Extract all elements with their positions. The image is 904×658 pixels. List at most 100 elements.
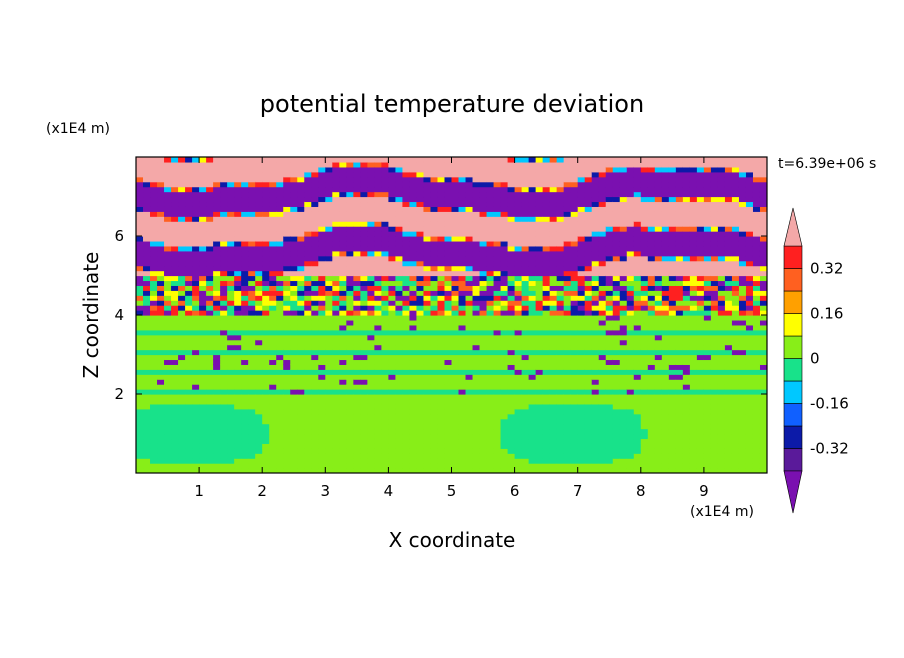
heatmap-cell: [549, 240, 558, 247]
heatmap-cell: [269, 191, 277, 198]
heatmap-cell: [178, 300, 186, 306]
heatmap-cell: [241, 250, 249, 257]
heatmap-cell: [402, 285, 411, 291]
heatmap-cell: [437, 285, 446, 291]
heatmap-cell: [647, 216, 656, 222]
heatmap-cell: [402, 221, 411, 227]
heatmap-cell: [332, 226, 340, 232]
heatmap-cell: [325, 265, 333, 272]
heatmap-cell: [591, 374, 600, 380]
heatmap-cell: [269, 236, 277, 242]
heatmap-cell: [150, 161, 158, 168]
heatmap-cell: [325, 359, 333, 365]
heatmap-cell: [605, 270, 614, 277]
heatmap-cell: [353, 394, 361, 400]
heatmap-cell: [213, 349, 221, 356]
heatmap-cell: [507, 468, 516, 473]
heatmap-cell: [563, 191, 572, 198]
heatmap-cell: [584, 176, 593, 183]
heatmap-cell: [304, 186, 312, 193]
heatmap-cell: [227, 433, 235, 440]
heatmap-cell: [633, 161, 642, 168]
heatmap-cell: [626, 344, 635, 351]
heatmap-cell: [423, 270, 432, 277]
heatmap-cell: [353, 413, 361, 420]
heatmap-cell: [570, 319, 579, 326]
heatmap-cell: [262, 384, 270, 390]
heatmap-cell: [486, 290, 495, 296]
heatmap-cell: [542, 201, 551, 207]
heatmap-cell: [633, 166, 642, 173]
heatmap-cell: [311, 305, 319, 311]
heatmap-cell: [360, 403, 368, 410]
heatmap-cell: [458, 403, 467, 410]
heatmap-cell: [290, 211, 298, 217]
heatmap-cell: [206, 240, 214, 247]
heatmap-cell: [360, 433, 368, 440]
heatmap-cell: [353, 403, 361, 410]
heatmap-cell: [227, 354, 235, 361]
heatmap-cell: [444, 166, 453, 173]
heatmap-cell: [234, 157, 242, 163]
heatmap-cell: [381, 206, 389, 212]
heatmap-cell: [416, 344, 425, 351]
heatmap-cell: [661, 334, 670, 341]
heatmap-cell: [199, 181, 207, 188]
heatmap-cell: [381, 413, 389, 420]
heatmap-cell: [304, 408, 312, 415]
heatmap-cell: [234, 315, 242, 321]
heatmap-cell: [269, 206, 277, 212]
heatmap-cell: [276, 310, 284, 316]
heatmap-cell: [388, 171, 397, 178]
heatmap-cell: [563, 374, 572, 380]
heatmap-cell: [227, 319, 235, 326]
heatmap-cell: [185, 344, 193, 351]
heatmap-cell: [556, 216, 565, 222]
heatmap-cell: [199, 448, 207, 454]
heatmap-cell: [500, 453, 509, 459]
heatmap-cell: [626, 280, 635, 286]
heatmap-cell: [234, 364, 242, 370]
heatmap-cell: [549, 226, 558, 232]
heatmap-cell: [626, 305, 635, 311]
heatmap-cell: [388, 428, 397, 435]
heatmap-cell: [556, 344, 565, 351]
heatmap-cell: [605, 236, 614, 242]
time-label: t=6.39e+06 s: [778, 156, 876, 172]
heatmap-cell: [577, 191, 586, 198]
heatmap-cell: [500, 369, 509, 375]
heatmap-cell: [374, 166, 382, 173]
heatmap-cell: [647, 240, 656, 247]
heatmap-cell: [304, 161, 312, 168]
heatmap-cell: [325, 171, 333, 178]
heatmap-cell: [654, 265, 663, 272]
heatmap-cell: [171, 157, 179, 163]
heatmap-cell: [192, 300, 200, 306]
heatmap-cell: [500, 334, 509, 341]
heatmap-cell: [192, 428, 200, 435]
heatmap-cell: [465, 290, 474, 296]
heatmap-cell: [150, 403, 158, 410]
heatmap-cell: [626, 443, 635, 449]
heatmap-cell: [353, 433, 361, 440]
heatmap-cell: [234, 275, 242, 282]
heatmap-cell: [241, 240, 249, 247]
heatmap-cell: [640, 458, 649, 464]
heatmap-cell: [507, 300, 516, 306]
heatmap-cell: [192, 186, 200, 193]
heatmap-cell: [668, 226, 677, 232]
heatmap-cell: [542, 324, 551, 331]
heatmap-cell: [444, 157, 453, 163]
heatmap-cell: [542, 275, 551, 282]
heatmap-cell: [339, 186, 347, 193]
heatmap-cell: [318, 433, 326, 440]
heatmap-cell: [605, 423, 614, 430]
heatmap-cell: [402, 305, 411, 311]
heatmap-cell: [213, 408, 221, 415]
heatmap-cell: [248, 166, 256, 173]
heatmap-cell: [619, 221, 628, 227]
heatmap-cell: [276, 334, 284, 341]
heatmap-cell: [451, 191, 460, 198]
heatmap-cell: [451, 157, 460, 163]
heatmap-cell: [577, 354, 586, 361]
